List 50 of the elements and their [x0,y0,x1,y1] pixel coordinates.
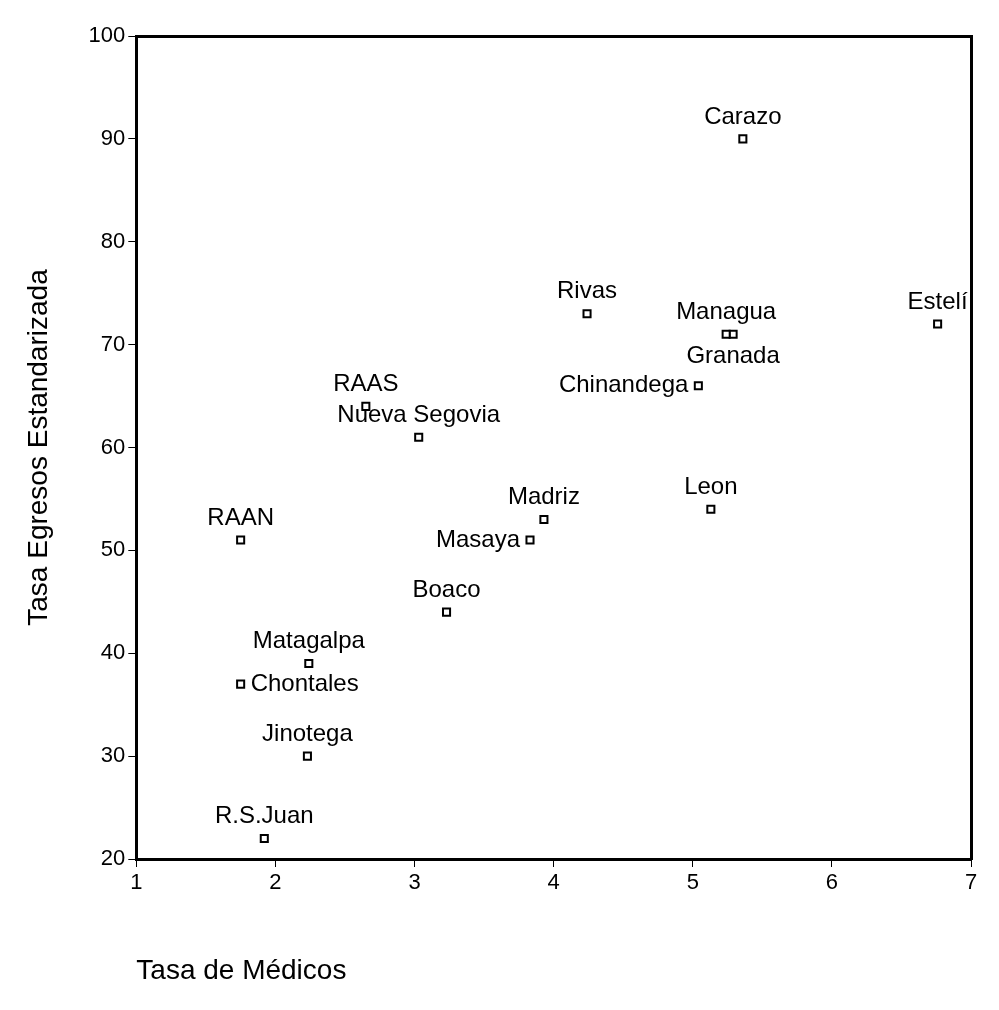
x-tick-label: 2 [269,869,282,895]
y-tick-label: 60 [100,433,126,459]
x-tick-label: 1 [130,869,143,895]
point [738,134,748,144]
y-tick-label: 40 [100,639,126,665]
point [236,679,246,689]
point [539,514,549,525]
series-label: RAAN [207,502,274,530]
point [525,535,535,545]
point [582,309,592,319]
series-label: Chinandega [558,370,689,398]
series-label: Boaco [412,574,481,602]
point [721,329,731,339]
series-label: Masaya [435,524,521,552]
y-tick-label: 30 [100,742,126,768]
series-label: Managua [676,296,777,324]
x-axis-title: Tasa de Médicos [136,953,347,985]
series-label: Nueva Segovia [337,399,501,427]
point [414,432,424,442]
point [706,504,716,514]
y-tick-label: 20 [100,845,126,871]
series-label: Rivas [557,276,618,304]
point [304,659,314,669]
series-label: RAAS [333,368,399,396]
point [933,319,943,329]
point [259,833,269,843]
series-label: Matagalpa [252,626,366,654]
y-tick-label: 70 [100,330,126,356]
y-tick-label: 100 [88,22,126,48]
point [236,535,246,545]
x-tick-label: 4 [547,869,560,895]
point [693,381,703,391]
point [442,607,452,617]
x-tick-label: 6 [825,869,839,895]
series-label: Madriz [507,482,580,510]
series-label: Chontales [250,668,359,696]
series-label: R.S.Juan [214,801,314,829]
y-tick-label: 50 [100,536,126,562]
series-label: Granada [686,340,781,368]
x-tick-label: 3 [408,869,421,895]
series-label: Estelí [907,286,968,314]
series-label: Leon [684,471,738,499]
series-label: Jinotega [262,718,354,746]
x-tick-label: 5 [686,869,699,895]
y-tick-label: 90 [100,124,126,150]
x-tick-label: 7 [964,869,978,895]
y-axis-title: Tasa Egresos Estandarizada [21,268,53,626]
point [302,751,312,761]
series-label: Carazo [704,101,782,129]
y-tick-label: 80 [100,227,126,253]
